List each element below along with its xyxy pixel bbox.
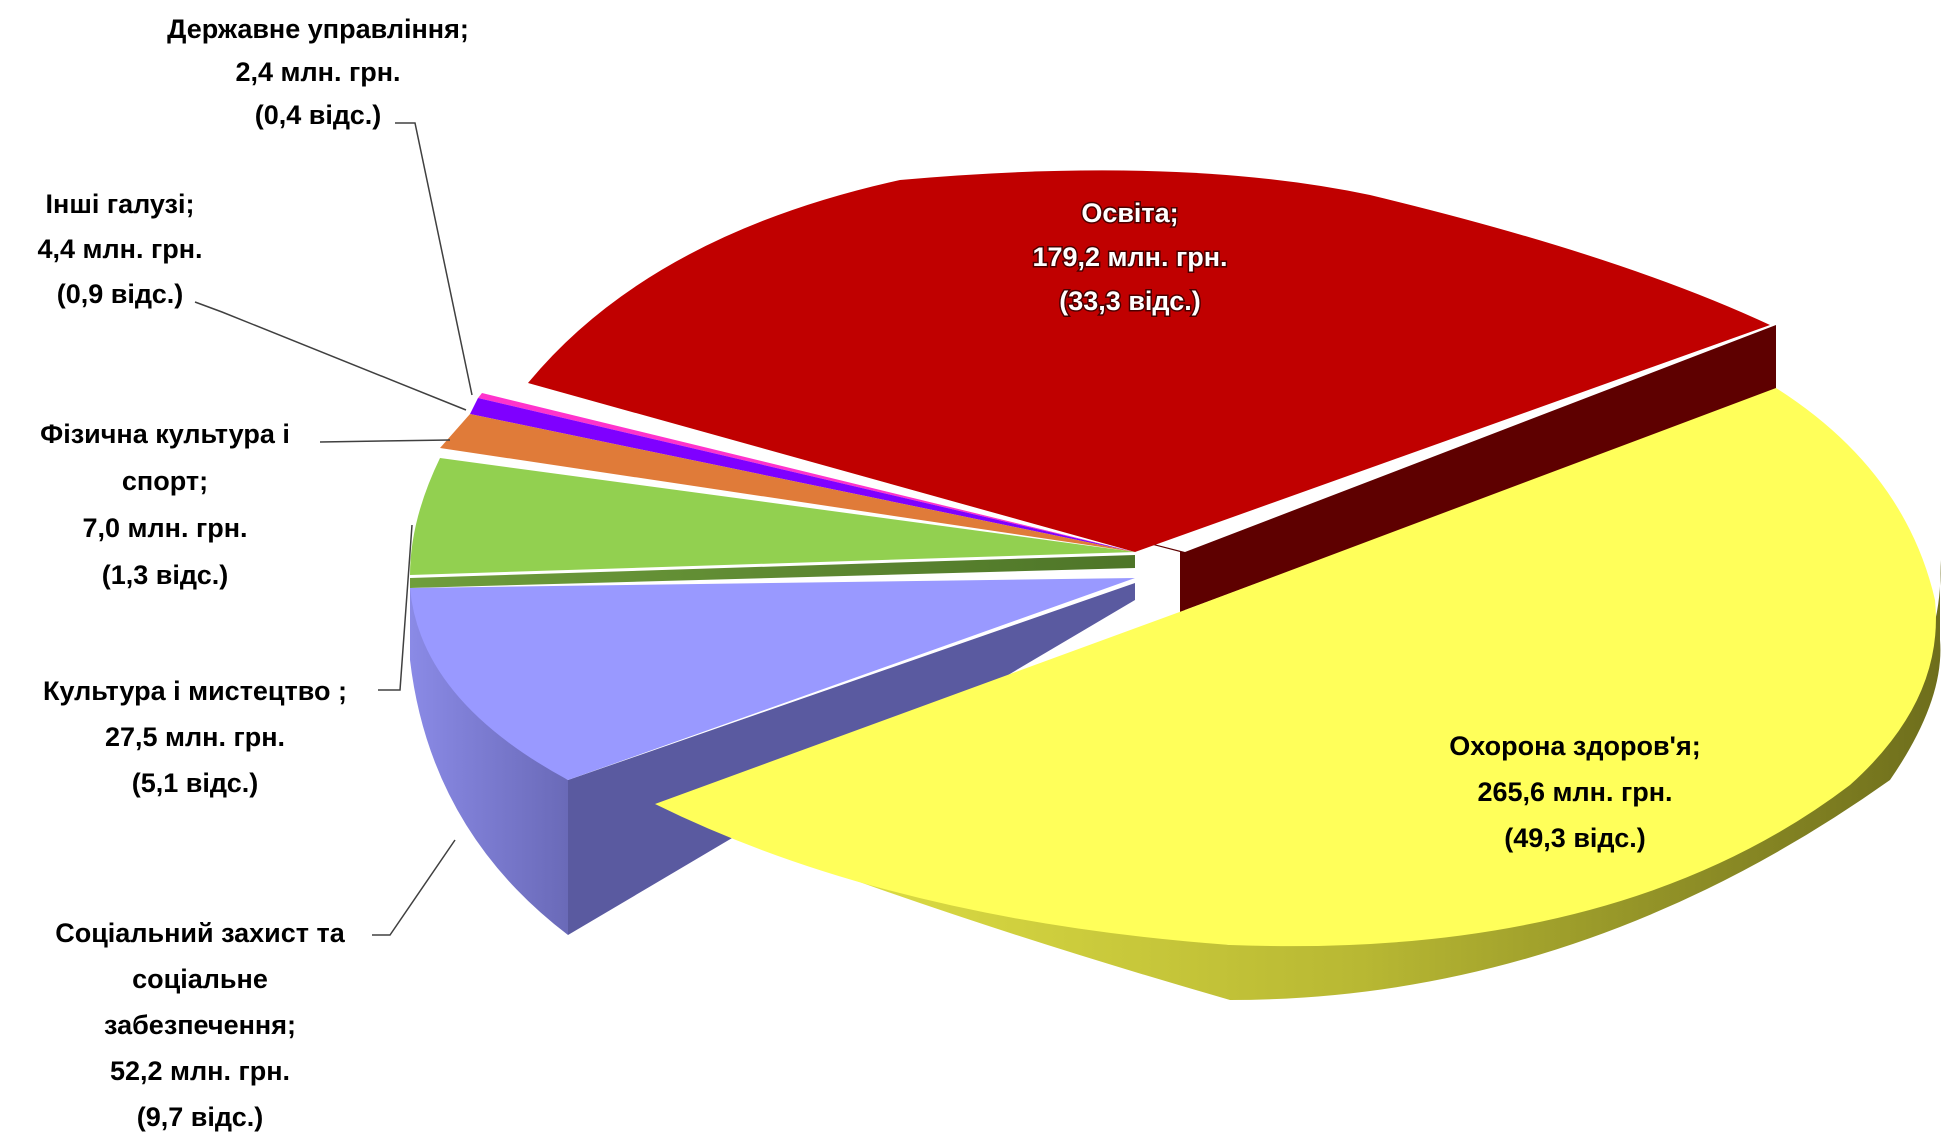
label-inshi-haluzi-line: 4,4 млн. грн. bbox=[37, 234, 202, 264]
leader-inshi-haluzi bbox=[194, 301, 467, 411]
label-inshi-haluzi-line: (0,9 відс.) bbox=[57, 279, 183, 309]
slice-inshi-haluzi bbox=[470, 398, 1135, 552]
label-kultura-mystetstvo-line: 27,5 млн. грн. bbox=[105, 722, 285, 752]
slice-osvita bbox=[528, 170, 1770, 552]
label-derzh-upravlinnia-line: (0,4 відс.) bbox=[255, 100, 381, 130]
slice-fizychna-kultura bbox=[440, 414, 1135, 552]
label-sotsialnyi-zakhyst-line: Соціальний захист та bbox=[55, 918, 346, 948]
label-kultura-mystetstvo: Культура і мистецтво ; 27,5 млн. грн. (5,1… bbox=[43, 676, 347, 798]
label-kultura-mystetstvo-line: (5,1 відс.) bbox=[132, 768, 258, 798]
label-fizychna-kultura-line: 7,0 млн. грн. bbox=[82, 513, 247, 543]
slice-derzh-upravlinnia bbox=[478, 393, 1135, 552]
leader-fizychna-kultura bbox=[319, 439, 451, 443]
leader-sotsialnyi-zakhyst bbox=[372, 839, 456, 936]
slice-osvita-side bbox=[528, 325, 1776, 622]
label-osvita: Освіта; 179,2 млн. грн. (33,3 відс.) bbox=[1032, 198, 1227, 316]
label-okhorona: Охорона здоров'я; 265,6 млн. грн. (49,3 ві… bbox=[1449, 731, 1700, 853]
slice-kultura-side bbox=[410, 555, 1135, 588]
slice-kultura-mystetstvo bbox=[410, 458, 1135, 575]
label-sotsialnyi-zakhyst: Соціальний захист та соціальне забезпеченн… bbox=[55, 918, 346, 1132]
label-sotsialnyi-zakhyst-line: (9,7 відс.) bbox=[137, 1102, 263, 1132]
label-osvita-line: Освіта; bbox=[1081, 198, 1178, 228]
label-fizychna-kultura: Фізична культура і спорт; 7,0 млн. грн. (1,… bbox=[40, 419, 290, 590]
slice-sotsialnyi-side bbox=[410, 585, 568, 935]
label-sotsialnyi-zakhyst-line: забезпечення; bbox=[104, 1010, 296, 1040]
label-fizychna-kultura-line: спорт; bbox=[122, 466, 208, 496]
label-okhorona-line: 265,6 млн. грн. bbox=[1477, 777, 1672, 807]
label-fizychna-kultura-line: (1,3 відс.) bbox=[102, 560, 228, 590]
label-inshi-haluzi: Інші галузі; 4,4 млн. грн. (0,9 відс.) bbox=[37, 189, 202, 309]
leader-kultura-mystetstvo bbox=[378, 524, 413, 691]
label-osvita-line: (33,3 відс.) bbox=[1059, 286, 1200, 316]
label-inshi-haluzi-line: Інші галузі; bbox=[46, 189, 195, 219]
slice-sotsialnyi-zakhyst bbox=[410, 578, 1135, 780]
label-sotsialnyi-zakhyst-line: 52,2 млн. грн. bbox=[110, 1056, 290, 1086]
label-okhorona-line: (49,3 відс.) bbox=[1504, 823, 1645, 853]
label-derzh-upravlinnia: Державне управління; 2,4 млн. грн. (0,4 ві… bbox=[167, 14, 469, 130]
label-derzh-upravlinnia-line: Державне управління; bbox=[167, 14, 469, 44]
label-okhorona-line: Охорона здоров'я; bbox=[1449, 731, 1700, 761]
slice-okhorona bbox=[655, 388, 1936, 947]
leader-derzh-upravlinnia bbox=[395, 122, 473, 396]
label-osvita-line: 179,2 млн. грн. bbox=[1032, 242, 1227, 272]
label-fizychna-kultura-line: Фізична культура і bbox=[40, 419, 290, 449]
label-derzh-upravlinnia-line: 2,4 млн. грн. bbox=[235, 57, 400, 87]
label-sotsialnyi-zakhyst-line: соціальне bbox=[132, 964, 268, 994]
label-kultura-mystetstvo-line: Культура і мистецтво ; bbox=[43, 676, 347, 706]
